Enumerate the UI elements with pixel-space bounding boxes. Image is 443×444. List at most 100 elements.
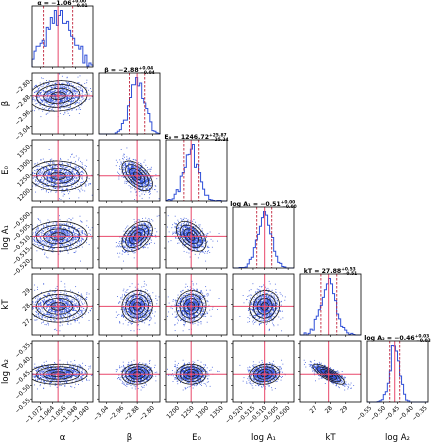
contours-alpha-beta xyxy=(32,80,88,112)
x-tick-label-beta: −2.88 xyxy=(123,404,141,422)
truth-marker xyxy=(189,235,193,238)
histogram-beta xyxy=(99,77,161,135)
truth-marker xyxy=(135,305,139,308)
panel-kT-kT xyxy=(299,273,362,337)
x-axis-label-kT: kT xyxy=(325,433,336,443)
panel-frame xyxy=(366,340,429,403)
panel-E0-kT xyxy=(164,273,228,337)
panel-frame xyxy=(31,5,94,68)
panel-frame xyxy=(232,206,295,269)
contours-beta-kT xyxy=(121,290,153,323)
title-logA2: log A₂ = −0.46+0.03 −0.03 xyxy=(364,334,430,345)
panel-beta-beta xyxy=(98,72,161,136)
x-tick-label-E0: 1350 xyxy=(209,404,225,420)
panel-frame xyxy=(31,206,94,269)
y-tick-label-kT: 27 xyxy=(21,318,31,328)
title-alpha: α = −1.06+0.00 −0.01 xyxy=(37,0,87,9)
contours-E0-logA1 xyxy=(175,220,207,252)
y-tick-label-kT: 28 xyxy=(21,302,31,312)
x-tick-label-kT: 28 xyxy=(324,404,334,414)
panel-frame xyxy=(31,139,94,202)
panel-frame xyxy=(98,139,161,202)
x-tick-label-E0: 1200 xyxy=(165,404,181,420)
histogram-logA2 xyxy=(367,345,428,403)
histogram-E0 xyxy=(165,144,227,202)
truth-marker xyxy=(263,305,266,308)
y-tick-label-beta: −2.80 xyxy=(14,78,32,96)
x-axis-label-logA1: log A₁ xyxy=(251,433,276,443)
panel-frame xyxy=(165,139,228,202)
panel-beta-E0 xyxy=(97,139,161,203)
y-axis-label-beta: β xyxy=(1,101,11,106)
panel-beta-logA2 xyxy=(97,340,161,404)
x-axis-label-logA2: log A₂ xyxy=(385,433,410,443)
y-tick-label-E0: 1200 xyxy=(16,187,32,203)
truth-marker xyxy=(56,235,60,238)
y-tick-label-logA2: −0.35 xyxy=(14,342,32,360)
panel-alpha-alpha xyxy=(31,5,94,69)
truth-marker xyxy=(56,372,60,376)
panel-kT-logA2 xyxy=(298,340,362,404)
x-tick-label-kT: 27 xyxy=(308,404,318,414)
x-tick-label-beta: −2.80 xyxy=(138,404,156,422)
panel-E0-logA1 xyxy=(164,206,228,270)
panel-alpha-logA2 xyxy=(30,340,94,404)
title-E0: E₀ = 1246.72+25.87 −25.24 xyxy=(164,133,228,144)
contours-E0-kT xyxy=(175,290,207,323)
panel-frame xyxy=(165,206,228,269)
truth-marker xyxy=(135,235,139,238)
y-axis-label-logA1: log A₁ xyxy=(1,225,11,250)
truth-marker xyxy=(56,174,60,178)
panel-logA1-logA1 xyxy=(232,206,295,270)
panel-logA1-kT xyxy=(231,273,295,337)
truth-marker xyxy=(189,372,193,376)
y-tick-label-beta: −2.96 xyxy=(14,109,32,127)
histogram-alpha xyxy=(31,10,94,67)
panel-alpha-beta xyxy=(30,72,94,136)
panel-E0-logA2 xyxy=(164,340,228,404)
panel-frame xyxy=(31,72,94,135)
x-tick-label-kT: 29 xyxy=(339,404,349,414)
truth-marker xyxy=(56,305,60,308)
truth-marker xyxy=(327,372,330,376)
x-tick-label-E0: 1250 xyxy=(180,404,196,420)
y-tick-label-beta: −3.04 xyxy=(14,124,32,142)
panel-frame xyxy=(98,206,161,269)
panel-E0-E0 xyxy=(165,139,228,203)
panel-logA2-logA2 xyxy=(366,340,429,404)
contours-beta-logA1 xyxy=(121,220,153,252)
panel-alpha-E0 xyxy=(30,139,94,203)
x-axis-label-alpha: α xyxy=(60,433,66,443)
truth-marker xyxy=(135,372,139,376)
panel-frame xyxy=(98,72,161,135)
truth-marker xyxy=(56,94,60,98)
panel-alpha-logA1 xyxy=(30,206,94,270)
histogram-logA1 xyxy=(233,211,294,269)
y-axis-label-kT: kT xyxy=(1,299,11,310)
x-tick-label-E0: 1300 xyxy=(194,404,210,420)
title-beta: β = −2.88+0.04 −0.04 xyxy=(104,66,154,77)
histogram-kT xyxy=(300,278,361,336)
panel-logA1-logA2 xyxy=(231,340,295,404)
truth-marker xyxy=(189,305,193,308)
y-tick-label-E0: 1350 xyxy=(16,144,32,160)
y-tick-label-E0: 1300 xyxy=(16,158,32,174)
panel-beta-logA1 xyxy=(97,206,161,270)
y-tick-label-kT: 29 xyxy=(21,287,31,297)
y-tick-label-E0: 1250 xyxy=(16,173,32,189)
y-axis-label-logA2: log A₂ xyxy=(1,359,11,384)
panel-beta-kT xyxy=(97,273,161,337)
panel-alpha-kT xyxy=(30,273,94,337)
y-tick-label-beta: −2.88 xyxy=(14,94,32,112)
x-tick-label-logA2: −0.35 xyxy=(411,404,429,422)
x-tick-label-beta: −3.04 xyxy=(92,404,110,422)
title-kT: kT = 27.88+0.53 −0.51 xyxy=(304,267,357,278)
x-tick-label-beta: −2.96 xyxy=(107,404,125,422)
x-axis-label-beta: β xyxy=(127,433,132,443)
truth-marker xyxy=(263,372,266,376)
title-logA1: log A₁ = −0.51+0.00 −0.00 xyxy=(230,200,296,211)
truth-marker xyxy=(135,174,139,178)
x-axis-label-E0: E₀ xyxy=(192,433,201,443)
y-axis-label-E0: E₀ xyxy=(1,166,11,175)
